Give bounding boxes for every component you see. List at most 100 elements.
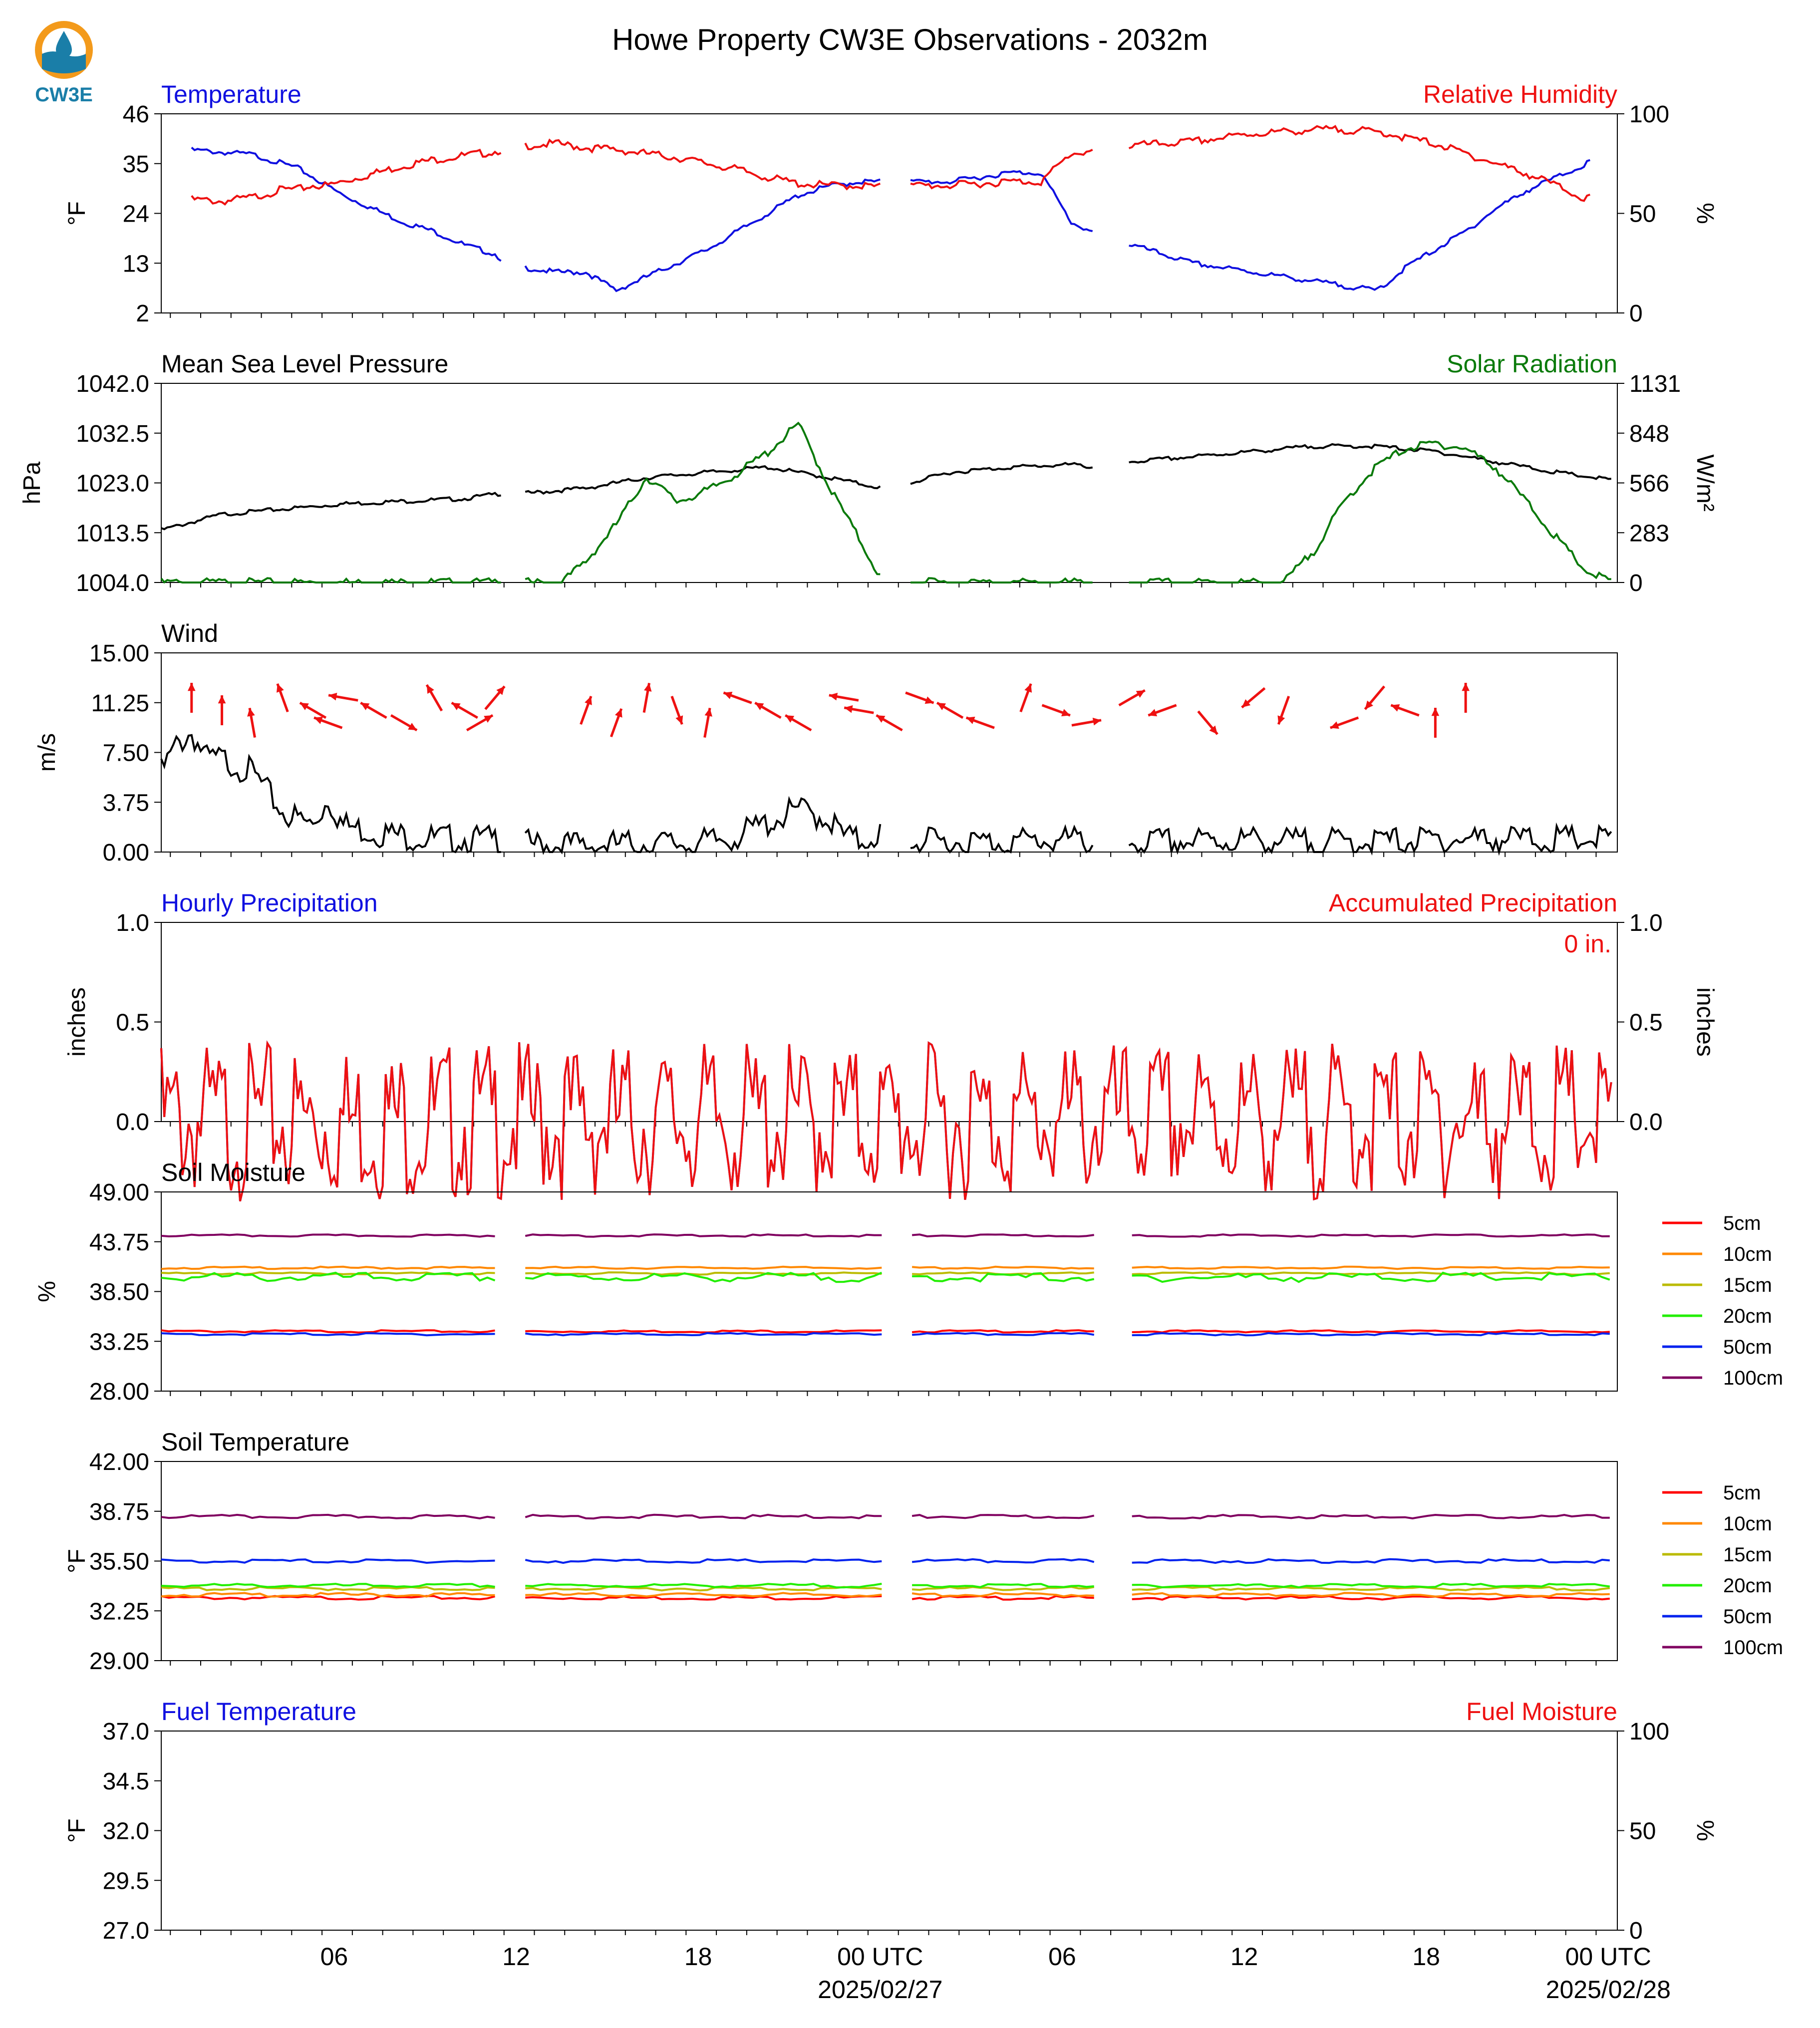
series-line-mean-sea-level-pressure [161,443,1611,531]
wind-arrow-head [408,723,417,730]
wind-arrow-head [247,708,255,717]
legend-label: 50cm [1723,1606,1772,1628]
ytick-label: 0.0 [116,1109,149,1136]
panel-soil-temperature: Soil Temperature 42.00 38.75 35.50 32.25 29.0… [64,1428,1783,1675]
panel-frame [161,922,1618,1122]
ytick-label: 1023.0 [76,471,149,497]
ylabel: m/s [34,733,60,772]
wind-arrow-head [1209,725,1217,734]
panel-frame [161,652,1618,853]
xtick-label: 00 UTC [837,1943,923,1971]
series-line-50cm [161,1332,1610,1337]
ytick-label: 46 [123,101,149,128]
legend-label: 20cm [1723,1575,1772,1597]
series-line-solar-radiation [160,421,1611,584]
ytick-label: 43.75 [89,1229,149,1256]
wind-arrow-head [451,703,461,710]
panel-wind: Wind 15.00 11.25 7.50 3.75 0.00 m/s [34,619,1618,866]
wind-arrow-head [829,692,838,701]
logo-text: CW3E [35,84,93,106]
ytick-right-label: 1131 [1629,371,1681,397]
ytick-label: 29.00 [89,1648,149,1675]
panel-title: Soil Temperature [161,1428,349,1456]
wind-arrow-head [924,696,934,704]
wind-arrow-head [496,686,505,695]
ytick-label: 7.50 [103,740,149,767]
wind-arrow-head [1092,717,1102,726]
ytick-right-label: 283 [1629,520,1669,547]
panel-title-right: Relative Humidity [1423,80,1617,108]
legend-label: 50cm [1723,1336,1772,1358]
wind-arrow-head [484,715,493,723]
wind-arrow-head [218,695,226,704]
wind-arrows [187,683,1470,738]
panel-frame [161,1461,1618,1661]
legend-label: 5cm [1723,1482,1761,1504]
ylabel: hPa [19,461,45,504]
wind-arrow-head [723,691,733,699]
xtick-label: 06 [1048,1943,1076,1971]
wind-arrow-head [1148,709,1158,717]
ytick-right-label: 100 [1629,1719,1669,1745]
xtick-label: 06 [320,1943,348,1971]
ytick-label: 29.5 [103,1868,149,1894]
ytick-label: 49.00 [89,1179,149,1206]
legend-label: 10cm [1723,1513,1772,1535]
accumulated-total-annotation: 0 in. [1564,930,1611,958]
ytick-label: 35.50 [89,1549,149,1575]
panel-title-right: Fuel Moisture [1466,1698,1617,1726]
panel-frame [161,113,1618,313]
ytick-right-label: 0 [1629,300,1643,327]
wind-arrow-head [328,692,337,701]
wind-arrow-head [1431,708,1440,716]
wind-arrow-head [1330,721,1339,729]
ytick-label: 28.00 [89,1379,149,1405]
wind-speed-line [160,734,1612,856]
legend-label: 5cm [1723,1212,1761,1234]
ytick-label: 38.50 [89,1279,149,1306]
ytick-right-label: 1.0 [1629,910,1663,936]
ylabel: °F [64,1549,90,1573]
panel-soil-moisture: Soil Moisture 49.00 43.75 38.50 33.25 28.00% 5… [34,1159,1783,1405]
legend-label: 100cm [1723,1367,1783,1389]
ytick-label: 1013.5 [76,520,149,547]
panel-title: Hourly Precipitation [161,889,378,917]
ytick-right-label: 100 [1629,101,1669,128]
ylabel-right: % [1692,203,1718,224]
ytick-right-label: 566 [1629,471,1669,497]
series-line-10cm [161,1592,1610,1598]
series-line-50cm [161,1558,1610,1564]
panel-frame [161,1731,1618,1931]
ytick-label: 2 [136,300,149,327]
cw3e-logo: CW3E [35,21,93,106]
panel-temperature-rh: Temperature Relative Humidity 46 35 24 13 2 100… [64,80,1718,327]
wind-arrow-head [300,703,309,710]
ylabel: inches [64,987,90,1057]
wind-arrow-head [966,716,975,724]
series-line-100cm [161,1513,1610,1520]
ytick-label: 27.0 [103,1918,149,1944]
ytick-label: 37.0 [103,1719,149,1745]
xtick-label: 00 UTC [1565,1943,1651,1971]
ytick-right-label: 50 [1629,201,1656,228]
panel-frame [161,1191,1618,1392]
logo-waves-icon [42,51,86,73]
wind-arrow-head [277,683,284,693]
wind-arrow-head [1136,690,1145,698]
ytick-right-label: 0 [1629,570,1643,596]
wind-arrow-head [844,705,853,713]
wind-arrow-head [614,708,622,718]
panel-precipitation: Hourly Precipitation Accumulated Precipit… [64,889,1718,1201]
xtick-label: 18 [684,1943,712,1971]
ytick-right-label: 0 [1629,1918,1643,1944]
panel-title: Temperature [161,80,302,108]
panel-title: Fuel Temperature [161,1698,356,1726]
legend-label: 15cm [1723,1274,1772,1296]
panel-title: Wind [161,619,218,647]
series-line-100cm [161,1233,1610,1238]
panel-title-right: Solar Radiation [1447,350,1617,378]
ytick-label: 38.75 [89,1499,149,1525]
legend-label: 20cm [1723,1305,1772,1327]
wind-arrow-head [1024,683,1032,693]
wind-arrow-head [755,703,764,710]
